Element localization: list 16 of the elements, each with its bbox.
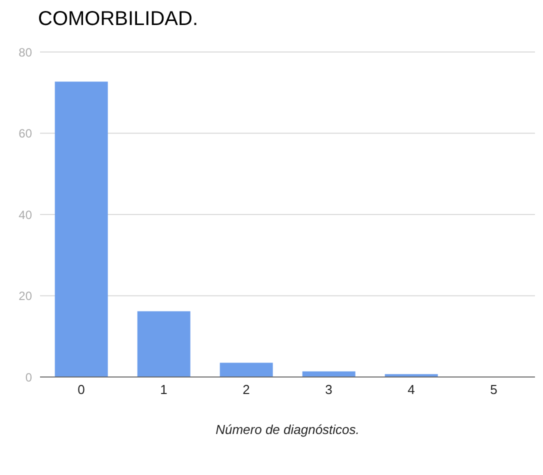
y-tick-label: 80 bbox=[18, 45, 32, 60]
bar bbox=[137, 311, 190, 377]
x-tick-label: 2 bbox=[242, 382, 250, 398]
y-tick-label: 60 bbox=[18, 126, 32, 141]
x-tick-label: 3 bbox=[325, 382, 332, 398]
x-tick-label: 4 bbox=[408, 382, 415, 398]
bar bbox=[220, 362, 273, 377]
y-tick-label: 40 bbox=[18, 208, 32, 222]
chart-title: COMORBILIDAD. bbox=[38, 8, 200, 32]
bar bbox=[54, 82, 108, 377]
x-tick-label: 0 bbox=[78, 382, 85, 398]
x-tick-label: 5 bbox=[490, 382, 498, 398]
y-tick-label: 0 bbox=[25, 370, 32, 384]
x-tick-label: 1 bbox=[160, 382, 168, 398]
x-axis-title: Número de diagnósticos. bbox=[214, 422, 360, 437]
y-tick-label: 20 bbox=[18, 289, 32, 304]
